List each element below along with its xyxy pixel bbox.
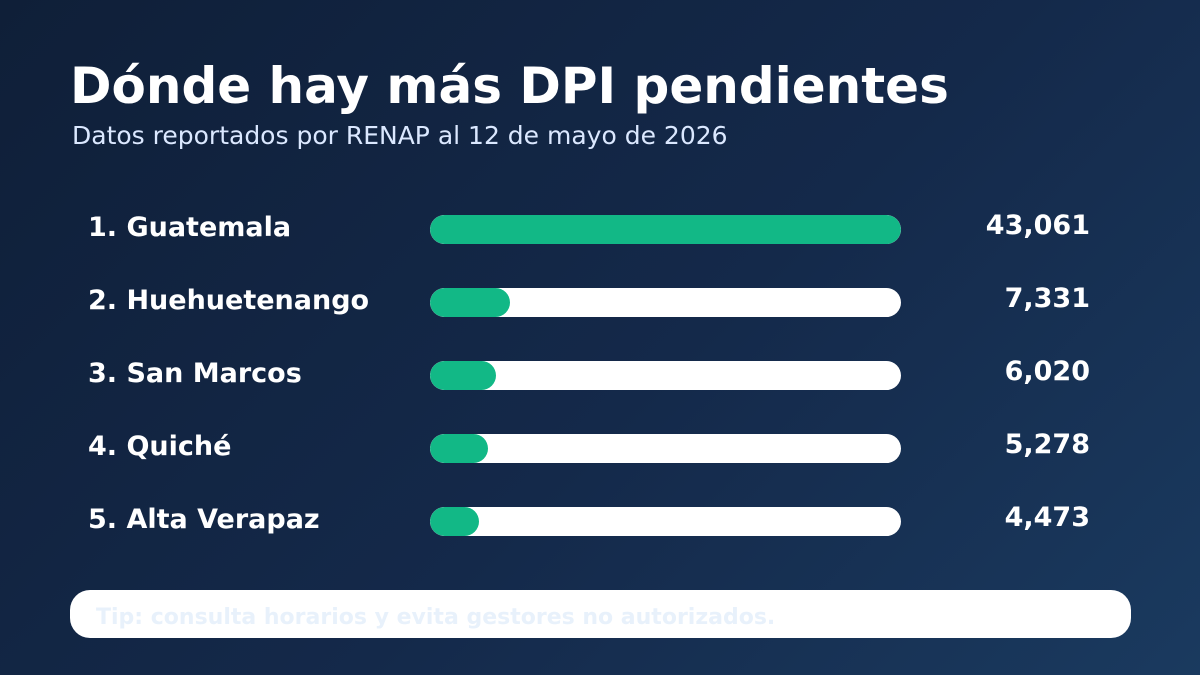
bar-label: 4. Quiché	[88, 431, 232, 462]
bar-value-label: 5,278	[1004, 429, 1090, 460]
bar	[430, 215, 901, 244]
bar-label: 3. San Marcos	[88, 358, 302, 389]
bar-track	[430, 288, 901, 317]
bar	[430, 288, 510, 317]
bar-label: 5. Alta Verapaz	[88, 504, 320, 535]
bar-row: 4. Quiché 5,278	[0, 427, 1200, 467]
bar-row: 2. Huehuetenango 7,331	[0, 281, 1200, 321]
bar-track	[430, 361, 901, 390]
bar	[430, 434, 488, 463]
bar-value-label: 4,473	[1004, 502, 1090, 533]
bar-track	[430, 507, 901, 536]
bar-label: 1. Guatemala	[88, 212, 292, 243]
bar	[430, 361, 496, 390]
bar	[430, 507, 479, 536]
bar-track	[430, 215, 901, 244]
tip-text: Tip: consulta horarios y evita gestores …	[96, 605, 776, 630]
bar-label: 2. Huehuetenango	[88, 285, 370, 316]
bar-value-label: 7,331	[1004, 283, 1090, 314]
bar-row: 5. Alta Verapaz 4,473	[0, 500, 1200, 540]
page-subtitle: Datos reportados por RENAP al 12 de mayo…	[72, 121, 728, 150]
bar-track	[430, 434, 901, 463]
bar-value-label: 43,061	[985, 210, 1090, 241]
bar-row: 3. San Marcos 6,020	[0, 354, 1200, 394]
page-title: Dónde hay más DPI pendientes	[70, 57, 949, 115]
bar-row: 1. Guatemala 43,061	[0, 208, 1200, 248]
tip-banner: Tip: consulta horarios y evita gestores …	[70, 590, 1131, 638]
bar-value-label: 6,020	[1004, 356, 1090, 387]
